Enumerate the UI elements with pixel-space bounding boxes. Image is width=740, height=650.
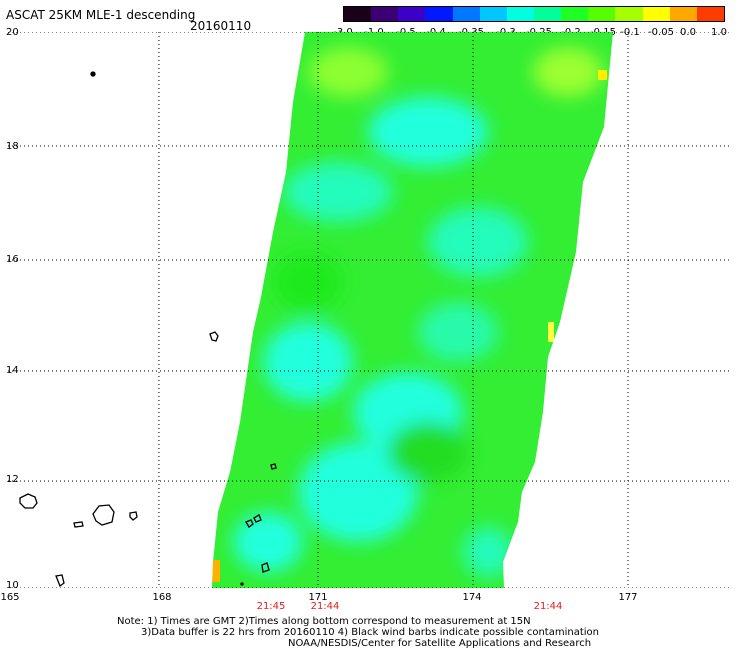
colorbar-segment [344,7,372,21]
colorbar-segment [398,7,426,21]
colorbar-label: -0.1 [620,27,640,38]
lat-label: 12 [6,474,19,485]
colorbar-segment [561,7,589,21]
lon-label: 168 [152,592,172,603]
colorbar-segment [371,7,399,21]
colorbar-segment [425,7,454,21]
island [240,582,244,586]
island [270,463,277,470]
colorbar [343,6,725,22]
colorbar-segment [696,7,725,21]
island [19,493,38,509]
island [261,562,270,573]
note-line: NOAA/NESDIS/Center for Satellite Applica… [288,638,592,649]
island [90,71,96,77]
colorbar-segment [534,7,562,21]
map-plot [8,32,730,588]
map-date: 20160110 [190,19,252,33]
lat-label: 16 [6,254,19,265]
map-title: ASCAT 25KM MLE-1 descending [6,8,196,22]
island [129,511,138,521]
time-label: 21:45 [256,601,286,612]
lon-label: 174 [462,592,482,603]
colorbar-segment [588,7,616,21]
island [92,504,115,526]
lat-label: 14 [6,365,19,376]
lat-label: 18 [6,141,19,152]
island [245,519,254,528]
island [253,514,262,523]
colorbar-label: 1.0 [711,27,727,38]
lon-label: 177 [618,592,638,603]
lat-label: 20 [6,27,19,38]
colorbar-segment [615,7,644,21]
colorbar-segment [506,7,535,21]
island [209,331,219,342]
lat-label: 10 [6,580,19,591]
colorbar-segment [452,7,481,21]
note-line: 3)Data buffer is 22 hrs from 20160110 4)… [141,627,599,638]
colorbar-segment [669,7,698,21]
scatterometer-swath [212,32,613,588]
lon-label: 165 [0,592,20,603]
time-label: 21:44 [310,601,340,612]
lon-label: 171 [308,592,328,603]
islands [19,71,277,588]
time-label: 21:44 [533,601,563,612]
grid-lines [8,32,730,588]
colorbar-segment [479,7,508,21]
note-line: Note: 1) Times are GMT 2)Times along bot… [117,616,531,627]
island [73,521,84,528]
island [55,574,65,588]
colorbar-segment [642,7,671,21]
